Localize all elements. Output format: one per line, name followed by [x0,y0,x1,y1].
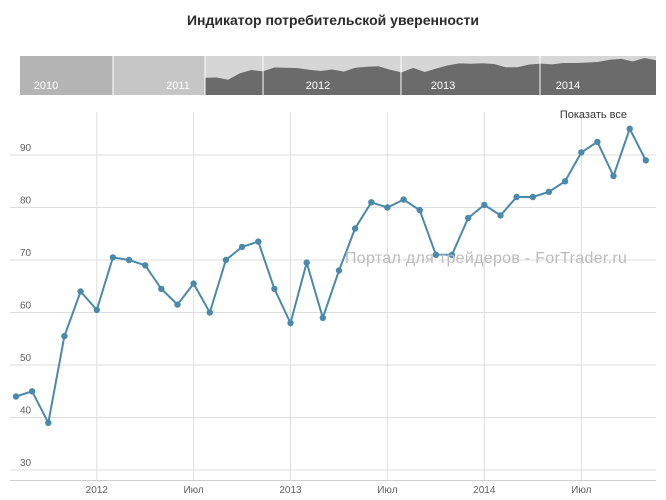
data-point-marker[interactable] [578,149,585,156]
x-axis-label: 2013 [279,485,302,496]
navigator-year-label: 2010 [34,80,58,92]
y-axis-label: 70 [20,248,32,259]
data-point-marker[interactable] [77,288,84,295]
data-point-marker[interactable] [529,193,536,201]
data-point-marker[interactable] [12,393,20,400]
data-point-marker[interactable] [222,256,230,264]
data-point-marker[interactable] [351,225,359,232]
data-point-marker[interactable] [158,285,165,293]
y-axis-label: 30 [20,458,32,469]
y-axis-label: 50 [20,353,32,364]
x-axis-label: Июл [571,485,591,496]
navigator-year-label: 2013 [431,80,455,92]
x-axis-label: Июл [377,485,397,496]
data-point-marker[interactable] [255,238,262,245]
navigator-mask-2010[interactable] [20,56,113,95]
navigator-series-area[interactable] [205,58,656,95]
data-point-marker[interactable] [448,251,456,258]
data-point-marker[interactable] [610,172,617,180]
data-point-marker[interactable] [400,196,407,203]
data-point-marker[interactable] [174,301,181,308]
data-point-marker[interactable] [368,199,375,206]
data-point-marker[interactable] [28,388,36,395]
navigator-mask-2011[interactable] [113,56,205,95]
x-axis-label: 2012 [86,485,109,496]
data-point-marker[interactable] [142,262,149,269]
data-point-marker[interactable] [384,204,391,211]
navigator-year-label: 2012 [306,80,330,92]
data-point-marker[interactable] [481,201,488,209]
data-point-marker[interactable] [190,280,197,287]
data-point-marker[interactable] [626,125,633,132]
data-point-marker[interactable] [513,193,520,201]
data-point-marker[interactable] [125,256,133,264]
data-point-marker[interactable] [109,254,117,261]
data-point-marker[interactable] [594,138,601,146]
chart-title: Индикатор потребительской уверенности [186,12,480,28]
data-point-marker[interactable] [465,214,472,222]
watermark: Портал для трейдеров - ForTrader.ru [345,250,628,267]
x-axis-label: Июл [183,485,203,496]
data-point-marker[interactable] [642,157,649,164]
data-point-marker[interactable] [335,267,343,274]
show-all-button[interactable]: Показать все [559,109,627,121]
data-point-marker[interactable] [93,306,101,314]
y-axis-label: 80 [20,196,32,207]
data-point-marker[interactable] [416,206,423,214]
data-point-marker[interactable] [238,243,246,251]
x-axis-label: 2014 [473,485,496,496]
y-axis-label: 40 [20,406,32,417]
navigator-year-label: 2011 [166,80,190,92]
data-point-marker[interactable] [206,309,213,316]
data-point-marker[interactable] [61,332,68,340]
series-line[interactable] [15,126,647,426]
data-point-marker[interactable] [287,319,294,327]
y-axis-label: 60 [20,301,32,312]
data-point-marker[interactable] [45,419,52,426]
y-axis-label: 90 [20,143,32,154]
data-point-marker[interactable] [561,178,569,185]
data-point-marker[interactable] [497,212,504,219]
data-point-marker[interactable] [545,188,553,195]
data-point-marker[interactable] [271,285,278,293]
data-point-marker[interactable] [319,314,326,321]
navigator-year-label: 2014 [556,80,580,92]
data-point-marker[interactable] [432,251,440,258]
data-point-marker[interactable] [303,259,310,266]
